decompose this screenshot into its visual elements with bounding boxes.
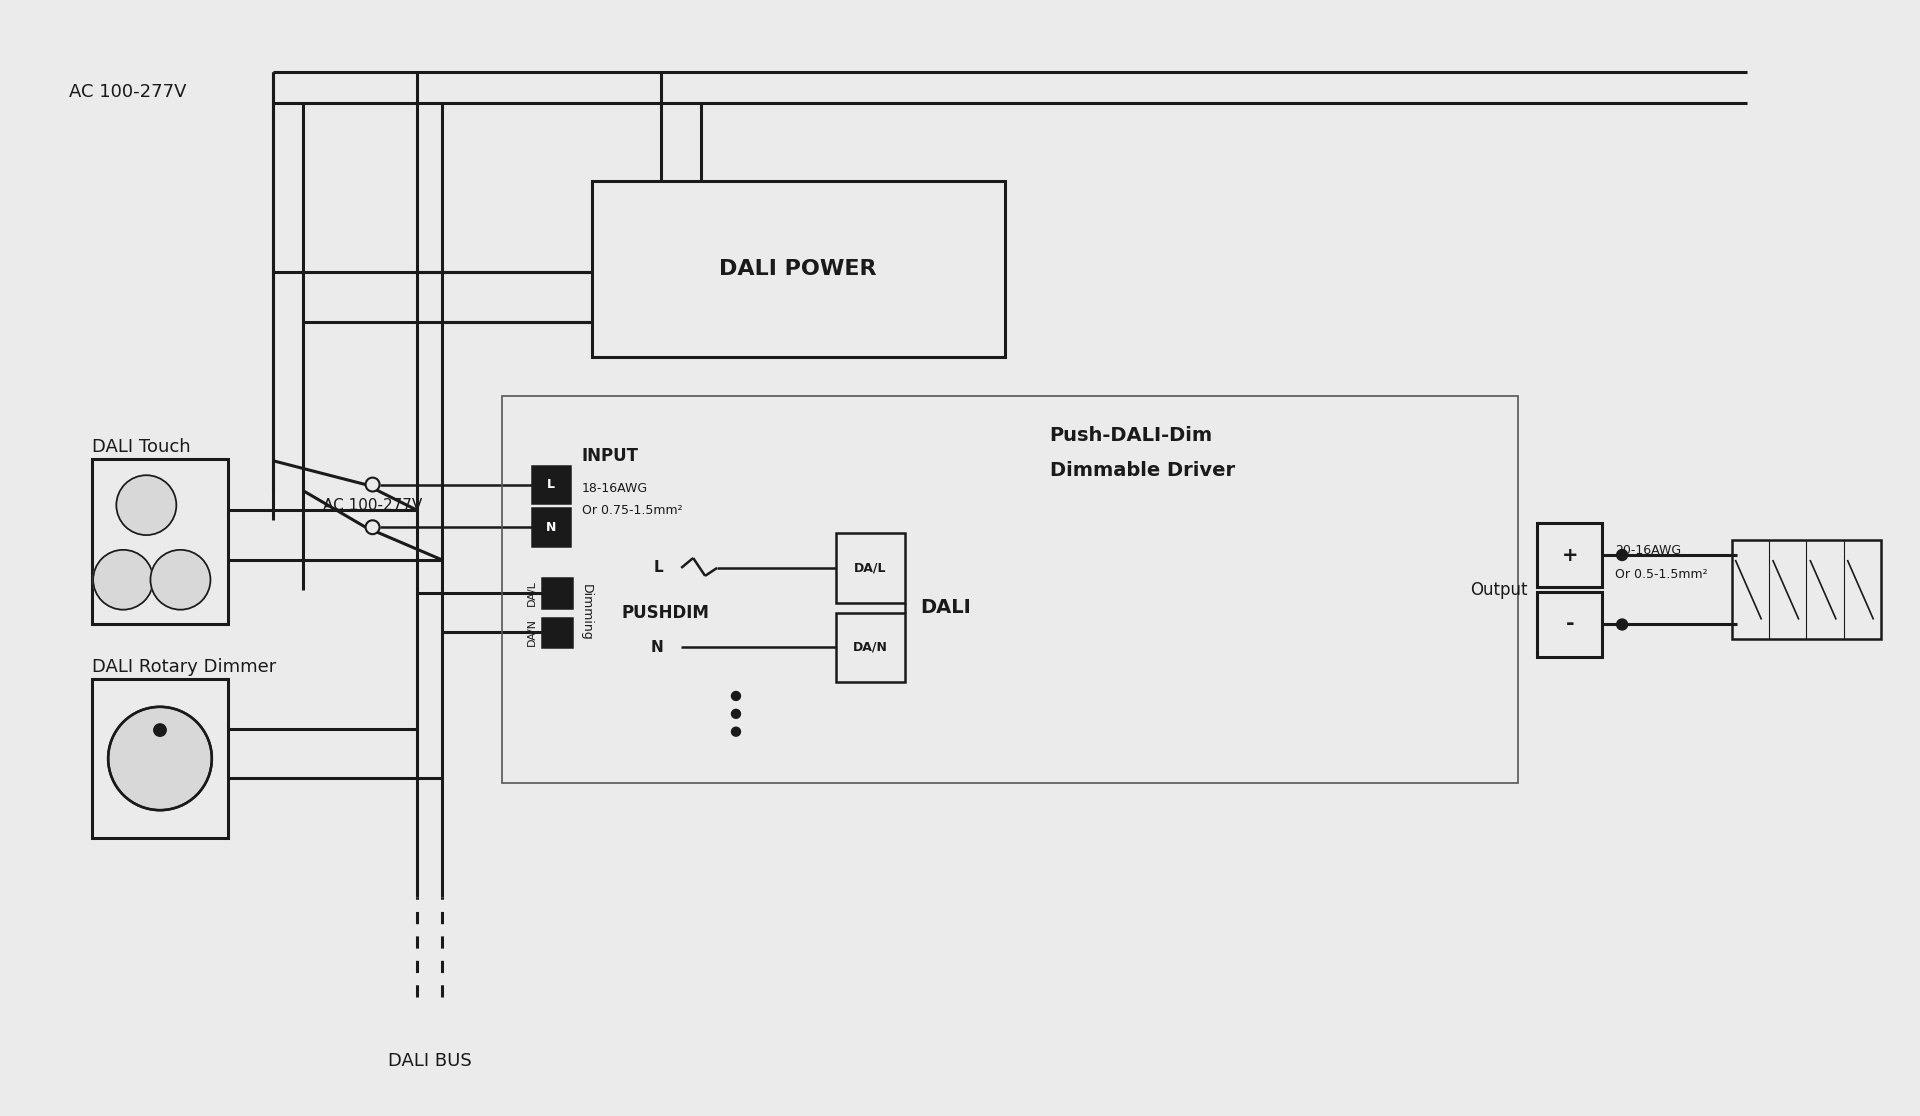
- Text: +: +: [1561, 546, 1578, 565]
- Bar: [532, 509, 570, 546]
- Text: INPUT: INPUT: [582, 446, 639, 464]
- Text: PUSHDIM: PUSHDIM: [622, 604, 708, 622]
- Text: DA/L: DA/L: [854, 561, 887, 575]
- Bar: [92, 680, 228, 838]
- Circle shape: [1617, 549, 1628, 560]
- Circle shape: [732, 710, 741, 719]
- Text: DALI Touch: DALI Touch: [92, 437, 190, 455]
- Text: N: N: [651, 639, 662, 655]
- Text: Dimmable Driver: Dimmable Driver: [1050, 461, 1235, 480]
- Bar: [541, 617, 572, 647]
- Text: DA/L: DA/L: [526, 580, 538, 606]
- Text: DA/N: DA/N: [526, 618, 538, 646]
- Circle shape: [108, 706, 211, 810]
- Bar: [501, 396, 1517, 783]
- Bar: [591, 181, 1004, 356]
- Text: N: N: [545, 521, 557, 533]
- Circle shape: [732, 728, 741, 737]
- Text: -: -: [1565, 615, 1574, 635]
- Circle shape: [117, 475, 177, 535]
- Bar: [1538, 522, 1601, 587]
- Text: 18-16AWG: 18-16AWG: [582, 482, 647, 496]
- Text: Push-DALI-Dim: Push-DALI-Dim: [1050, 426, 1213, 445]
- Text: AC 100-277V: AC 100-277V: [323, 499, 422, 513]
- Text: DALI POWER: DALI POWER: [720, 259, 877, 279]
- Text: DA/N: DA/N: [852, 641, 887, 654]
- Circle shape: [1617, 619, 1628, 629]
- Bar: [541, 578, 572, 607]
- Text: DALI BUS: DALI BUS: [388, 1052, 472, 1070]
- Circle shape: [732, 692, 741, 701]
- Text: Output: Output: [1471, 580, 1528, 599]
- Text: Or 0.75-1.5mm²: Or 0.75-1.5mm²: [582, 503, 682, 517]
- Bar: [1538, 593, 1601, 656]
- Text: 20-16AWG: 20-16AWG: [1615, 543, 1682, 557]
- Bar: [92, 459, 228, 625]
- Text: DALI Rotary Dimmer: DALI Rotary Dimmer: [92, 658, 276, 676]
- Circle shape: [150, 550, 211, 609]
- Text: Dimming: Dimming: [580, 584, 593, 641]
- Bar: [835, 533, 904, 603]
- Bar: [835, 613, 904, 682]
- Text: L: L: [653, 560, 662, 576]
- Circle shape: [365, 478, 380, 491]
- Text: L: L: [547, 478, 555, 491]
- Bar: [1732, 540, 1882, 639]
- Circle shape: [365, 520, 380, 535]
- Circle shape: [154, 724, 167, 737]
- Text: AC 100-277V: AC 100-277V: [69, 83, 186, 100]
- Text: Or 0.5-1.5mm²: Or 0.5-1.5mm²: [1615, 568, 1707, 581]
- Text: DALI: DALI: [920, 598, 972, 617]
- Bar: [532, 465, 570, 503]
- Circle shape: [94, 550, 154, 609]
